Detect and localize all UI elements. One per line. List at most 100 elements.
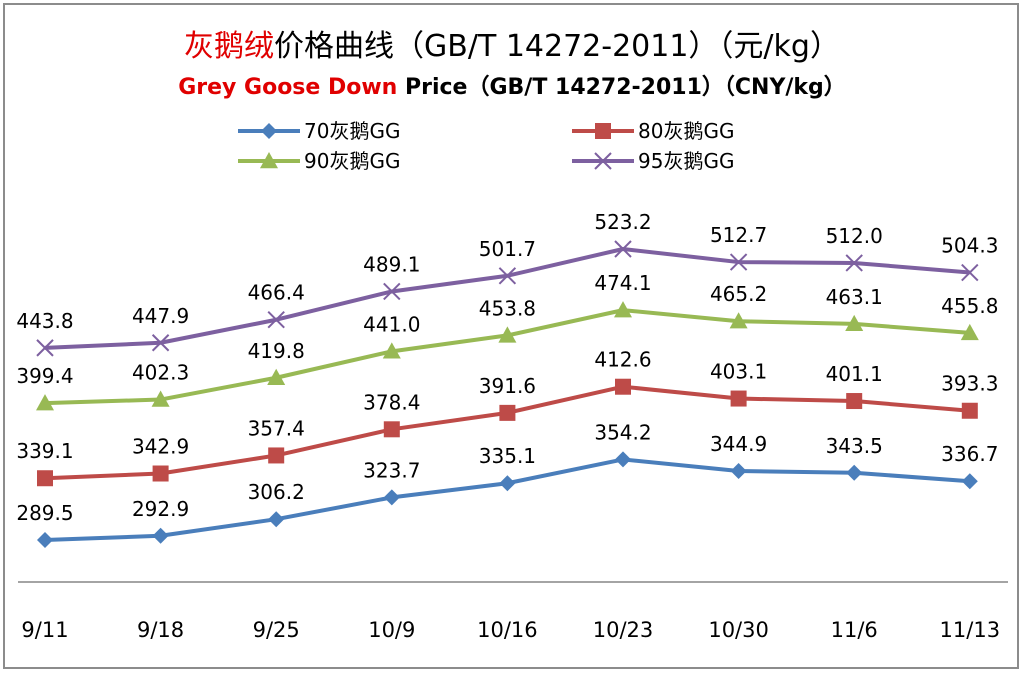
data-label: 378.4 xyxy=(363,390,420,414)
data-point xyxy=(961,402,978,419)
data-point xyxy=(498,326,517,343)
data-point xyxy=(845,314,864,332)
data-point xyxy=(614,240,632,258)
data-label: 403.1 xyxy=(710,360,767,384)
data-point xyxy=(961,473,978,490)
data-label: 512.0 xyxy=(826,224,883,248)
data-point xyxy=(383,282,401,301)
data-point xyxy=(36,394,54,411)
data-label: 463.1 xyxy=(826,285,883,309)
data-point xyxy=(499,404,516,421)
x-tick-label: 9/18 xyxy=(137,618,184,642)
legend-marker xyxy=(260,152,278,169)
data-label: 447.9 xyxy=(132,304,189,328)
legend-entry: 80灰鹅GG xyxy=(572,119,734,143)
data-point xyxy=(730,463,747,480)
legend-entry: 70灰鹅GG xyxy=(238,119,400,143)
data-label: 399.4 xyxy=(16,364,73,388)
data-label: 335.1 xyxy=(479,444,536,468)
data-point xyxy=(498,267,517,285)
data-point xyxy=(383,489,400,506)
data-label: 323.7 xyxy=(363,458,420,482)
legend-marker xyxy=(595,123,611,139)
data-point xyxy=(152,527,169,544)
data-label: 391.6 xyxy=(479,374,536,398)
data-point xyxy=(382,342,401,359)
data-label: 443.8 xyxy=(16,309,73,333)
x-tick-label: 9/11 xyxy=(21,618,68,642)
data-point xyxy=(36,339,54,357)
data-label: 501.7 xyxy=(479,237,536,261)
legend: 70灰鹅GG 80灰鹅GG 90灰鹅GG 95灰鹅GG xyxy=(238,119,734,173)
legend-label: 90灰鹅GG xyxy=(304,149,400,173)
data-label: 343.5 xyxy=(826,434,883,458)
data-label: 339.1 xyxy=(16,439,73,463)
legend-label: 80灰鹅GG xyxy=(638,119,734,143)
data-label: 474.1 xyxy=(594,271,651,295)
data-label: 336.7 xyxy=(941,442,998,466)
data-label: 523.2 xyxy=(594,210,651,234)
data-label: 412.6 xyxy=(594,348,651,372)
data-point xyxy=(268,511,285,528)
plot-area: 9/11 9/18 9/25 10/9 10/16 10/23 10/30 11/6 11/13… xyxy=(16,210,1008,642)
data-label: 342.9 xyxy=(132,435,189,459)
data-point xyxy=(614,301,632,318)
legend-marker xyxy=(594,152,612,170)
data-point xyxy=(268,447,285,464)
data-point xyxy=(383,421,400,438)
data-point xyxy=(151,390,170,407)
legend-marker xyxy=(261,123,277,139)
data-point xyxy=(960,323,979,341)
chart-title: 灰鹅绒价格曲线（GB/T 14272-2011）（元/kg） xyxy=(184,29,840,64)
data-label: 489.1 xyxy=(363,252,420,276)
data-point xyxy=(961,263,979,282)
data-label: 466.4 xyxy=(248,281,305,305)
data-point xyxy=(846,393,863,410)
chart-subtitle: Grey Goose Down Price（GB/T 14272-2011）（C… xyxy=(178,75,846,100)
data-label: 504.3 xyxy=(941,234,998,258)
data-label: 465.2 xyxy=(710,282,767,306)
data-point xyxy=(152,465,169,482)
x-tick-label: 10/30 xyxy=(708,618,769,642)
data-label: 306.2 xyxy=(248,480,305,504)
data-point xyxy=(729,253,748,271)
data-point xyxy=(151,334,170,352)
data-label: 455.8 xyxy=(941,294,998,318)
x-tick-label: 9/25 xyxy=(253,618,300,642)
legend-label: 95灰鹅GG xyxy=(638,149,734,173)
chart-title-rest: 价格曲线（GB/T 14272-2011）（元/kg） xyxy=(274,29,840,64)
chart-title-highlight: 灰鹅绒 xyxy=(184,29,274,64)
data-label: 292.9 xyxy=(132,497,189,521)
data-label: 441.0 xyxy=(363,312,420,336)
data-point xyxy=(729,312,748,329)
data-point xyxy=(37,470,53,487)
data-point xyxy=(267,311,285,329)
data-point xyxy=(499,475,516,492)
data-label: 512.7 xyxy=(710,223,767,247)
data-point xyxy=(267,368,286,385)
data-label: 344.9 xyxy=(710,432,767,456)
data-label: 402.3 xyxy=(132,361,189,385)
x-tick-label: 10/9 xyxy=(368,618,415,642)
data-point xyxy=(845,254,863,272)
data-point xyxy=(846,464,863,481)
data-label: 354.2 xyxy=(594,420,651,444)
data-point xyxy=(730,390,747,407)
data-point xyxy=(615,378,631,395)
x-tick-label: 10/16 xyxy=(477,618,538,642)
data-label: 401.1 xyxy=(826,362,883,386)
chart-subtitle-highlight: Grey Goose Down xyxy=(178,75,397,100)
legend-entry: 95灰鹅GG xyxy=(572,149,734,173)
data-label: 419.8 xyxy=(248,339,305,363)
x-tick-label: 11/6 xyxy=(831,618,878,642)
data-label: 393.3 xyxy=(941,372,998,396)
legend-label: 70灰鹅GG xyxy=(304,119,400,143)
x-tick-label: 10/23 xyxy=(593,618,654,642)
legend-entry: 90灰鹅GG xyxy=(238,149,400,173)
data-label: 453.8 xyxy=(479,296,536,320)
data-label: 289.5 xyxy=(16,501,73,525)
data-point xyxy=(615,451,631,468)
x-tick-label: 11/13 xyxy=(940,618,1001,642)
data-point xyxy=(37,532,53,548)
